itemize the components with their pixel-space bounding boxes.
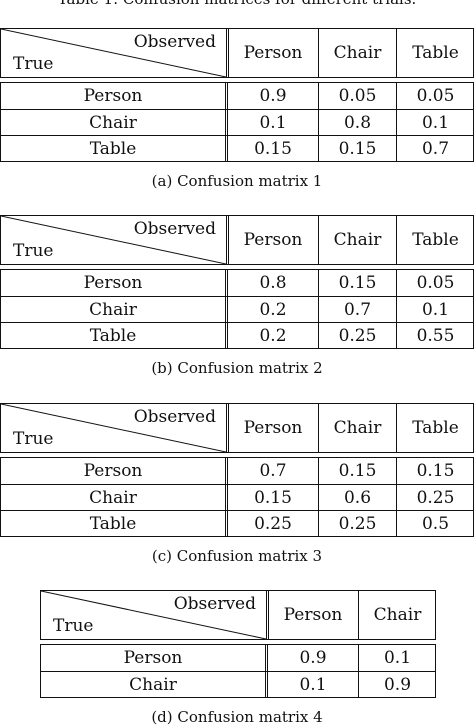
corner-true-label: True — [13, 429, 54, 449]
row-label: Person — [1, 83, 228, 109]
column-header: Table — [396, 29, 474, 77]
confusion-matrix-1: Observed True Person Chair Table Person 0.9 0.0… — [0, 28, 474, 162]
matrix-cell: 0.05 — [396, 270, 474, 296]
column-header: Person — [243, 418, 303, 438]
table-caption: Table 1: Confusion matrices for differen… — [0, 0, 474, 8]
column-header: Chair — [318, 29, 396, 77]
matrix-cell: 0.15 — [254, 487, 292, 508]
table-row: Person 0.8 0.15 0.05 — [1, 270, 473, 296]
matrix-cell: 0.9 — [259, 86, 287, 106]
matrix-cell: 0.8 — [259, 273, 287, 293]
matrix-cell: 0.15 — [396, 458, 474, 484]
column-header: Table — [396, 216, 474, 264]
matrix-cell: 0.15 — [254, 138, 292, 159]
matrix-cell: 0.1 — [259, 112, 287, 133]
confusion-matrix-4: Observed True Person Chair Person 0.9 0.1 Chair… — [40, 590, 436, 698]
corner-true-label: True — [53, 616, 94, 636]
matrix-cell: 0.1 — [396, 110, 474, 135]
column-header: Person — [283, 605, 343, 625]
corner-true-label: True — [13, 241, 54, 261]
matrix-body: Person 0.8 0.15 0.05 Chair 0.2 0.7 0.1 Table 0.2 0… — [0, 269, 474, 349]
column-header: Person — [243, 43, 303, 63]
matrix-cell: 0.25 — [318, 323, 396, 348]
matrix-cell: 0.15 — [318, 270, 396, 296]
matrix-cell: 0.7 — [318, 297, 396, 322]
row-label: Chair — [1, 485, 228, 510]
corner-observed-label: Observed — [173, 594, 256, 614]
matrix-body: Person 0.9 0.05 0.05 Chair 0.1 0.8 0.1 Table 0.15… — [0, 82, 474, 162]
subfigure-caption: (c) Confusion matrix 3 — [151, 547, 323, 565]
matrix-cell: 0.15 — [318, 458, 396, 484]
table-row: Chair 0.1 0.8 0.1 — [1, 109, 473, 135]
row-label: Person — [41, 645, 268, 671]
table-row: Chair 0.1 0.9 — [41, 671, 435, 697]
matrix-body: Person 0.9 0.1 Chair 0.1 0.9 — [40, 644, 436, 698]
row-label: Chair — [1, 297, 228, 322]
column-header: Table — [396, 404, 474, 452]
table-row: Table 0.25 0.25 0.5 — [1, 510, 473, 536]
table-row: Person 0.9 0.1 — [41, 645, 435, 671]
matrix-cell: 0.25 — [318, 511, 396, 536]
table-row: Chair 0.15 0.6 0.25 — [1, 484, 473, 510]
matrix-cell: 0.9 — [299, 648, 327, 668]
column-header: Chair — [318, 216, 396, 264]
matrix-header: Observed True Person Chair — [40, 590, 436, 640]
row-label: Chair — [41, 672, 268, 697]
matrix-cell: 0.1 — [396, 297, 474, 322]
corner-true-label: True — [13, 54, 54, 74]
table-row: Person 0.9 0.05 0.05 — [1, 83, 473, 109]
matrix-cell: 0.6 — [318, 485, 396, 510]
diagonal-divider — [1, 216, 226, 264]
table-row: Chair 0.2 0.7 0.1 — [1, 296, 473, 322]
column-header: Person — [243, 230, 303, 250]
row-label: Table — [1, 511, 228, 536]
subfigure-caption: (a) Confusion matrix 1 — [151, 172, 323, 190]
matrix-cell: 0.1 — [299, 674, 327, 695]
corner-observed-label: Observed — [133, 32, 216, 52]
corner-cell: Observed True — [1, 29, 229, 77]
subfigure-caption: (d) Confusion matrix 4 — [151, 708, 323, 726]
row-label: Chair — [1, 110, 228, 135]
matrix-header: Observed True Person Chair Table — [0, 403, 474, 453]
matrix-cell: 0.55 — [396, 323, 474, 348]
table-row: Table 0.2 0.25 0.55 — [1, 322, 473, 348]
diagonal-divider — [41, 591, 266, 639]
matrix-cell: 0.15 — [318, 136, 396, 161]
matrix-cell: 0.7 — [259, 461, 287, 481]
corner-observed-label: Observed — [133, 407, 216, 427]
diagonal-divider — [1, 404, 226, 452]
matrix-cell: 0.05 — [318, 83, 396, 109]
table-row: Person 0.7 0.15 0.15 — [1, 458, 473, 484]
corner-cell: Observed True — [1, 216, 229, 264]
table-row: Table 0.15 0.15 0.7 — [1, 135, 473, 161]
subfigure-caption: (b) Confusion matrix 2 — [151, 359, 323, 377]
matrix-cell: 0.8 — [318, 110, 396, 135]
row-label: Person — [1, 270, 228, 296]
matrix-cell: 0.7 — [396, 136, 474, 161]
matrix-cell: 0.05 — [396, 83, 474, 109]
confusion-matrix-2: Observed True Person Chair Table Person 0.8 0.1… — [0, 215, 474, 349]
row-label: Table — [1, 136, 228, 161]
matrix-cell: 0.5 — [396, 511, 474, 536]
row-label: Table — [1, 323, 228, 348]
matrix-body: Person 0.7 0.15 0.15 Chair 0.15 0.6 0.25 Table 0.… — [0, 457, 474, 537]
row-label: Person — [1, 458, 228, 484]
matrix-header: Observed True Person Chair Table — [0, 28, 474, 78]
matrix-cell: 0.2 — [259, 299, 287, 320]
matrix-cell: 0.25 — [396, 485, 474, 510]
corner-cell: Observed True — [1, 404, 229, 452]
confusion-matrix-3: Observed True Person Chair Table Person 0.7 0.1… — [0, 403, 474, 537]
column-header: Chair — [358, 591, 436, 639]
matrix-cell: 0.25 — [254, 513, 292, 534]
corner-cell: Observed True — [41, 591, 269, 639]
corner-observed-label: Observed — [133, 219, 216, 239]
column-header: Chair — [318, 404, 396, 452]
matrix-cell: 0.1 — [358, 645, 436, 671]
diagonal-divider — [1, 29, 226, 77]
matrix-cell: 0.9 — [358, 672, 436, 697]
matrix-header: Observed True Person Chair Table — [0, 215, 474, 265]
matrix-cell: 0.2 — [259, 325, 287, 346]
